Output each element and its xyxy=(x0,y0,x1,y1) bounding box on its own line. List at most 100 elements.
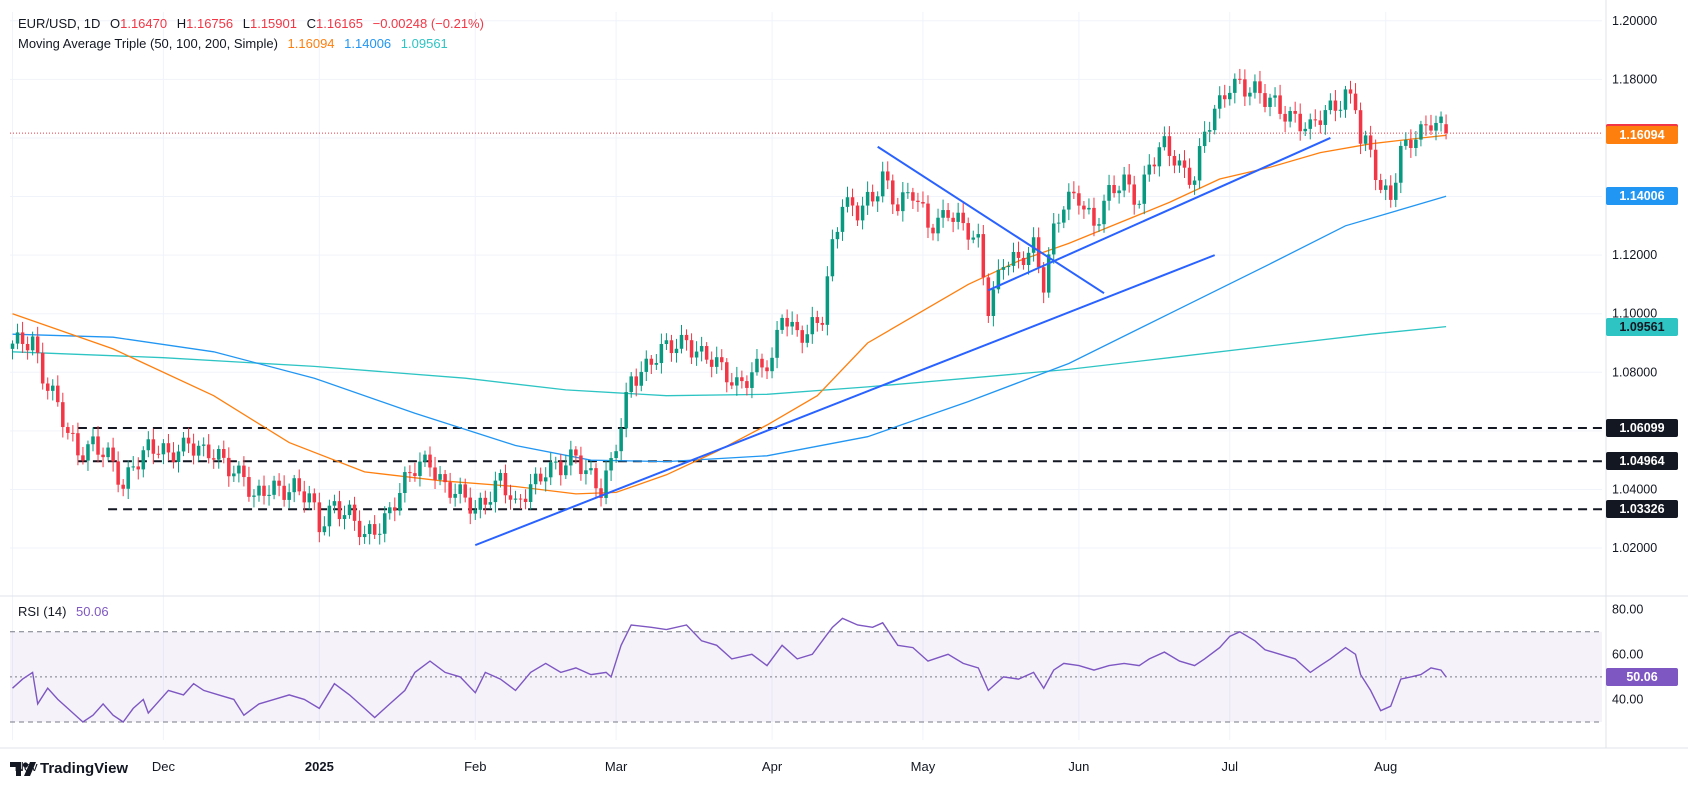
candle-body xyxy=(1172,155,1177,166)
candle-body xyxy=(1383,185,1388,190)
candle-body xyxy=(624,392,628,429)
change-value: −0.00248 (−0.21%) xyxy=(372,16,484,31)
candle-body xyxy=(1248,92,1252,97)
falling-resistance-trendline[interactable] xyxy=(877,145,1105,295)
price-pill: 1.14006 xyxy=(1606,187,1678,206)
candle-body xyxy=(1102,200,1106,225)
candle-body xyxy=(287,492,291,500)
candle-body xyxy=(297,478,301,492)
candle-body xyxy=(242,465,246,478)
candle-body xyxy=(559,461,563,476)
rsi-legend-value: 50.06 xyxy=(76,604,109,619)
candle-body xyxy=(1318,120,1323,125)
candle-body xyxy=(40,352,45,384)
ohlc-legend: EUR/USD, 1D O1.16470 H1.16756 L1.15901 C… xyxy=(18,16,490,31)
candle-body xyxy=(755,358,759,373)
trendlines[interactable] xyxy=(474,137,1331,547)
candle-body xyxy=(1147,164,1152,175)
candle-body xyxy=(1162,136,1167,148)
low-value: 1.15901 xyxy=(249,16,297,31)
candle-body xyxy=(986,277,991,316)
candle-body xyxy=(1212,108,1217,131)
candle-body xyxy=(719,357,724,363)
candle-body xyxy=(1107,185,1111,201)
candle-body xyxy=(689,340,694,358)
tradingview-logo[interactable]: TradingView xyxy=(10,760,128,777)
time-tick-label: Aug xyxy=(1374,759,1397,774)
candle-body xyxy=(1328,100,1333,111)
candle-body xyxy=(56,385,60,403)
candle-body xyxy=(176,451,181,463)
price-pill: 50.06 xyxy=(1606,667,1678,686)
candle-body xyxy=(181,437,186,452)
candle-body xyxy=(463,484,467,498)
candle-body xyxy=(25,343,30,351)
price-tick-label: 1.02000 xyxy=(1612,541,1657,555)
candle-body xyxy=(911,192,915,201)
candle-body xyxy=(106,447,110,458)
candle-body xyxy=(206,444,211,459)
candle-body xyxy=(1333,100,1338,111)
candle-body xyxy=(191,443,196,456)
candle-body xyxy=(76,433,80,456)
candle-body xyxy=(1197,146,1202,181)
candle-body xyxy=(513,498,518,500)
candle-body xyxy=(725,362,729,383)
candle-body xyxy=(609,458,613,471)
candle-body xyxy=(393,507,397,511)
candle-body xyxy=(257,485,261,496)
candle-body xyxy=(1001,267,1006,270)
price-pill: 1.04964 xyxy=(1606,452,1678,471)
candle-body xyxy=(996,269,1001,290)
candle-body xyxy=(770,357,774,372)
candle-body xyxy=(1067,191,1071,210)
candle-body xyxy=(1323,110,1328,125)
price-pill: 1.09561 xyxy=(1606,317,1678,336)
candle-body xyxy=(91,436,95,445)
candle-body xyxy=(795,321,799,331)
candle-body xyxy=(1378,180,1383,190)
candle-body xyxy=(458,484,462,494)
ma-label[interactable]: Moving Average Triple (50, 100, 200, Sim… xyxy=(18,36,278,51)
symbol-label[interactable]: EUR/USD, 1D xyxy=(18,16,101,31)
close-label: C xyxy=(306,16,316,31)
candle-body xyxy=(860,205,865,221)
candle-body xyxy=(1062,209,1066,223)
candle-body xyxy=(916,200,920,202)
candle-body xyxy=(1036,237,1041,268)
candle-body xyxy=(533,473,538,485)
candle-body xyxy=(599,488,603,498)
candle-body xyxy=(347,504,352,516)
rising-support-trendline[interactable] xyxy=(474,254,1216,547)
horizontal-levels[interactable] xyxy=(10,132,1602,511)
candle-body xyxy=(322,526,327,533)
candle-body xyxy=(216,449,221,460)
price-pill: 1.03326 xyxy=(1606,500,1678,519)
rising-channel-trendline[interactable] xyxy=(987,137,1331,292)
candle-body xyxy=(111,447,115,462)
candle-body xyxy=(644,358,649,372)
candle-body xyxy=(30,336,35,351)
price-tick-label: 1.04000 xyxy=(1612,482,1657,496)
rsi-label[interactable]: RSI (14) xyxy=(18,604,67,619)
candle-body xyxy=(538,473,543,482)
candle-body xyxy=(901,192,905,212)
candle-body xyxy=(1031,237,1036,253)
candle-body xyxy=(126,467,130,489)
candle-body xyxy=(1293,111,1297,114)
price-tick-label: 1.10000 xyxy=(1612,307,1657,321)
time-tick-label: Feb xyxy=(464,759,486,774)
candle-body xyxy=(1202,131,1207,147)
tradingview-icon xyxy=(10,761,36,776)
candle-body xyxy=(141,450,146,470)
candle-body xyxy=(453,493,457,498)
price-tick-label: 1.18000 xyxy=(1612,72,1657,86)
candle-body xyxy=(891,180,895,205)
candle-body xyxy=(161,443,166,455)
candle-body xyxy=(1358,110,1363,144)
candle-body xyxy=(906,192,910,194)
candle-body xyxy=(1363,135,1368,144)
candle-body xyxy=(1243,79,1247,97)
